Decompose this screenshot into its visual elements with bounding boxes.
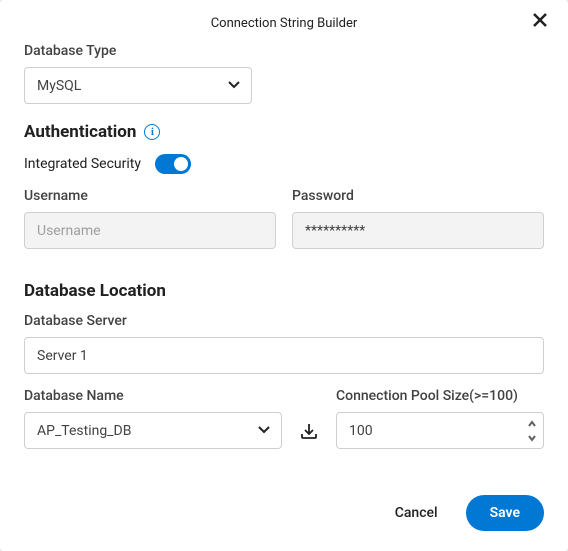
username-placeholder: Username <box>37 223 101 239</box>
password-value: ********** <box>305 223 365 239</box>
dbname-label: Database Name <box>24 388 282 404</box>
info-icon[interactable]: i <box>144 124 160 140</box>
password-label: Password <box>292 188 544 204</box>
username-input[interactable]: Username <box>24 212 276 249</box>
download-button[interactable] <box>292 412 326 449</box>
dbname-value: AP_Testing_DB <box>37 423 131 439</box>
spinner-up[interactable] <box>525 418 539 430</box>
download-icon <box>299 421 319 441</box>
chevron-down-icon <box>227 77 241 95</box>
save-button[interactable]: Save <box>466 495 544 531</box>
integrated-security-row: Integrated Security <box>24 154 544 174</box>
auth-section-title: Authentication i <box>24 122 544 142</box>
database-type-label: Database Type <box>24 43 544 59</box>
integrated-security-toggle[interactable] <box>155 154 191 174</box>
database-type-select[interactable]: MySQL <box>24 67 252 104</box>
server-input[interactable]: Server 1 <box>24 337 544 374</box>
dialog-header: Connection String Builder <box>24 0 544 43</box>
chevron-down-icon <box>527 433 537 443</box>
close-button[interactable] <box>528 8 552 32</box>
connection-string-dialog: Connection String Builder Database Type … <box>0 0 568 551</box>
credentials-row: Username Username Password ********** <box>24 188 544 263</box>
close-icon <box>532 12 548 28</box>
password-input[interactable]: ********** <box>292 212 544 249</box>
integrated-security-label: Integrated Security <box>24 156 141 172</box>
dialog-footer: Cancel Save <box>391 495 544 531</box>
auth-title-text: Authentication <box>24 122 136 142</box>
username-field: Username Username <box>24 188 276 249</box>
chevron-down-icon <box>257 422 271 440</box>
dialog-title: Connection String Builder <box>211 16 358 31</box>
db-pool-row: Database Name AP_Testing_DB Connection P… <box>24 388 544 463</box>
pool-value: 100 <box>349 423 373 439</box>
toggle-knob <box>174 157 188 171</box>
spinner-down[interactable] <box>525 432 539 444</box>
database-type-field: Database Type MySQL <box>24 43 544 104</box>
password-field: Password ********** <box>292 188 544 249</box>
dbname-field: Database Name AP_Testing_DB <box>24 388 282 449</box>
cancel-button[interactable]: Cancel <box>391 497 442 529</box>
server-value: Server 1 <box>37 348 88 364</box>
chevron-up-icon <box>527 419 537 429</box>
download-field <box>292 412 326 449</box>
location-title-text: Database Location <box>24 281 166 301</box>
pool-input[interactable]: 100 <box>336 412 544 449</box>
spinner-buttons <box>525 416 539 445</box>
pool-label: Connection Pool Size(>=100) <box>336 388 544 404</box>
username-label: Username <box>24 188 276 204</box>
database-type-value: MySQL <box>37 78 81 94</box>
location-section-title: Database Location <box>24 281 544 301</box>
dbname-select[interactable]: AP_Testing_DB <box>24 412 282 449</box>
server-label: Database Server <box>24 313 544 329</box>
pool-field: Connection Pool Size(>=100) 100 <box>336 388 544 449</box>
server-field: Database Server Server 1 <box>24 313 544 374</box>
